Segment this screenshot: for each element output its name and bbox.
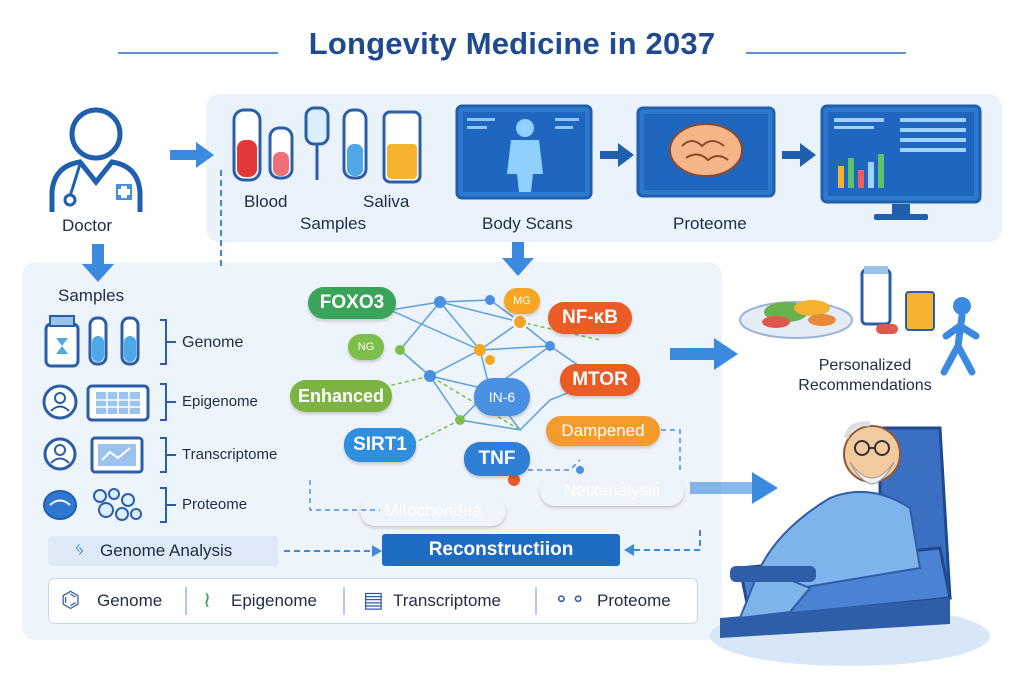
legend-divider-3 [535, 587, 537, 615]
node-nfkb: NF-κB [548, 302, 632, 334]
samples-heading: Samples [58, 286, 125, 305]
page-title: Longevity Medicine in 2037 [308, 26, 716, 61]
samples-row-transcriptome: Transcriptome [182, 446, 278, 463]
node-ng: NG [348, 334, 384, 360]
node-mitochondria: Mitochondria [360, 496, 506, 526]
doctor-label: Doctor [62, 216, 113, 235]
arrow-to-patient [690, 472, 778, 504]
recommendations-label: Personalized Recommendations [798, 357, 932, 394]
transcriptome-card-icon [43, 436, 144, 474]
reconstruction-bar: Reconstructiion [382, 534, 620, 566]
node-netxanalysis-label: Netxanalysis [563, 481, 661, 500]
patient-illustration [710, 421, 990, 666]
samples-row-genome: Genome [182, 334, 244, 351]
gene-network-edges [309, 295, 681, 511]
genome-analysis-label: Genome Analysis [100, 541, 233, 560]
node-dampened: Dampened [546, 416, 660, 446]
arrow-down-doctor [82, 244, 114, 282]
proteome-top-label: Proteome [673, 214, 747, 233]
genome-bracket [160, 319, 176, 365]
node-enhanced-label: Enhanced [297, 386, 385, 406]
proteome-brain-monitor-icon [636, 106, 776, 198]
dashboard-monitor-icon [820, 104, 982, 220]
node-mg-label: MG [513, 295, 531, 307]
body-scans-label: Body Scans [482, 214, 573, 233]
arrow-right-brain [782, 143, 816, 167]
epigenome-bracket [160, 383, 176, 421]
arrow-right-doctor [170, 142, 214, 168]
title-rule-right [746, 52, 906, 54]
title-rule-left [118, 52, 278, 54]
samples-label: Samples [300, 214, 367, 233]
node-netxanalysis: Netxanalysis [540, 476, 684, 506]
sample-tubes-icon [232, 106, 422, 184]
title-container: Longevity Medicine in 2037 [0, 26, 1024, 62]
blood-label: Blood [244, 192, 288, 211]
protein-icon: ⚬⚬ [553, 589, 587, 611]
dna-icon: ⌬ [61, 587, 81, 612]
samples-row-proteome: Proteome [182, 496, 248, 513]
omics-legend: ⌬ Genome ≀ Epigenome ▤ Transcriptome ⚬⚬ … [48, 578, 698, 624]
node-mg: MG [504, 288, 540, 314]
dashed-connector-left [220, 170, 222, 266]
doctor-icon [49, 107, 143, 212]
body-scan-monitor-icon [455, 104, 593, 200]
node-in6: IN-6 [474, 378, 530, 416]
transcriptome-bracket [160, 437, 176, 473]
node-enhanced: Enhanced [290, 380, 392, 412]
node-sirt1-label: SIRT1 [353, 434, 407, 455]
node-mitochondria-label: Mitochondria [384, 501, 482, 520]
node-ng-label: NG [357, 341, 375, 353]
legend-proteome: Proteome [597, 591, 671, 610]
node-foxo3: FOXO3 [308, 287, 396, 319]
legend-divider-1 [185, 587, 187, 615]
nutrition-supplements-icon [739, 266, 980, 376]
legend-epigenome: Epigenome [231, 591, 318, 610]
reconstruction-label: Reconstructiion [428, 539, 574, 560]
arrow-right-scans [600, 143, 634, 167]
proteome-bracket [160, 487, 176, 523]
node-nfkb-label: NF-κB [562, 307, 618, 328]
epigenome-strand-icon: ≀ [203, 587, 212, 612]
samples-row-epigenome: Epigenome [182, 393, 258, 410]
node-foxo3-label: FOXO3 [319, 292, 385, 313]
epigenome-card-icon [42, 384, 150, 422]
node-mtor: MTOR [560, 364, 640, 396]
node-dampened-label: Dampened [561, 421, 645, 440]
vials-icon [44, 315, 140, 368]
node-mtor-label: MTOR [572, 369, 628, 390]
legend-genome: Genome [97, 591, 163, 610]
saliva-label: Saliva [363, 192, 410, 211]
node-tnf-label: TNF [478, 448, 516, 469]
legend-divider-2 [343, 587, 345, 615]
arrow-down-scans [502, 242, 534, 276]
node-sirt1: SIRT1 [344, 428, 416, 462]
legend-transcriptome: Transcriptome [393, 591, 502, 610]
genome-analysis-box: ᛃ Genome Analysis [48, 536, 278, 566]
dashed-arrow-to-reconstruction [284, 545, 382, 557]
proteome-cells-icon [43, 488, 142, 521]
transcript-icon: ▤ [363, 587, 384, 612]
arrow-to-recommendations [670, 338, 738, 370]
node-in6-label: IN-6 [488, 389, 516, 405]
genome-analysis-icon: ᛃ [74, 539, 85, 559]
dashed-return-arrow [624, 530, 701, 556]
node-tnf: TNF [464, 442, 530, 476]
